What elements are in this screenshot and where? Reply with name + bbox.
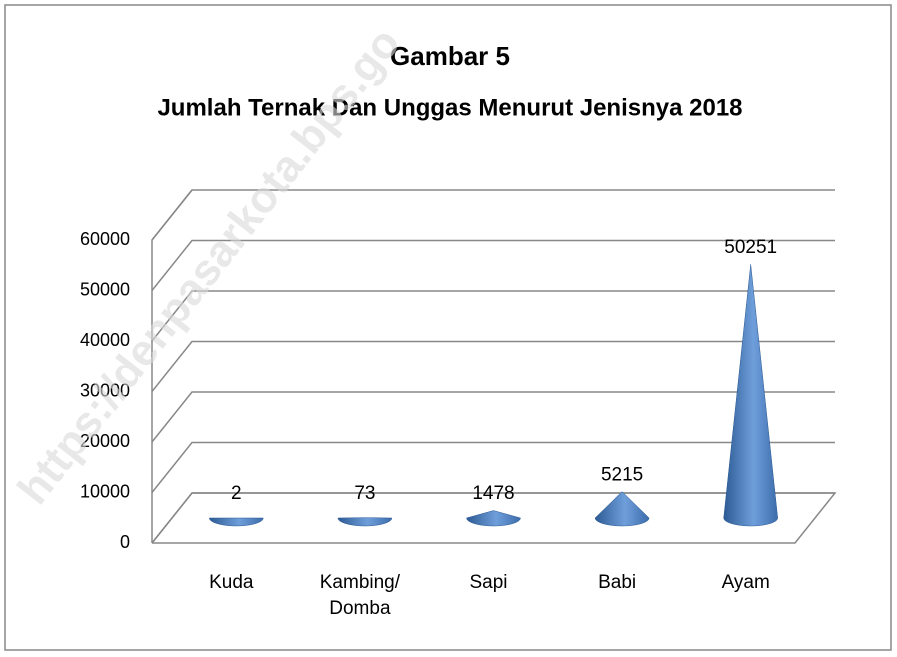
x-tick-label: Ayam <box>721 572 770 593</box>
grid-line <box>151 189 835 241</box>
y-tick-label: 30000 <box>80 380 130 400</box>
grid-line <box>151 290 835 342</box>
grid-line <box>151 391 835 443</box>
grid-line <box>151 239 835 291</box>
value-label: 2 <box>231 483 242 504</box>
y-tick-label: 10000 <box>80 481 130 501</box>
cone <box>466 510 521 527</box>
x-tick-label: Sapi <box>469 572 508 593</box>
y-tick-label: 0 <box>120 532 130 552</box>
grid-line <box>151 340 835 392</box>
grid-line <box>151 441 835 493</box>
cone <box>723 264 778 527</box>
value-label: 5215 <box>601 465 643 486</box>
x-tick-label: Babi <box>598 572 637 593</box>
x-tick-label: Kambing/ Domba <box>319 572 401 619</box>
y-tick-label: 40000 <box>80 330 130 350</box>
y-tick-label: 20000 <box>80 431 130 451</box>
chart-title: Gambar 5 <box>390 41 510 71</box>
value-label: 1478 <box>472 483 514 504</box>
y-tick-label: 60000 <box>80 229 130 249</box>
value-label: 50251 <box>724 237 777 258</box>
cone <box>594 491 650 527</box>
chart-subtitle: Jumlah Ternak Dan Unggas Menurut Jenisny… <box>157 94 742 121</box>
value-label: 73 <box>354 483 375 504</box>
y-tick-label: 50000 <box>80 279 130 299</box>
x-tick-label: Kuda <box>209 572 254 593</box>
cone <box>209 517 264 527</box>
cone <box>337 517 393 527</box>
